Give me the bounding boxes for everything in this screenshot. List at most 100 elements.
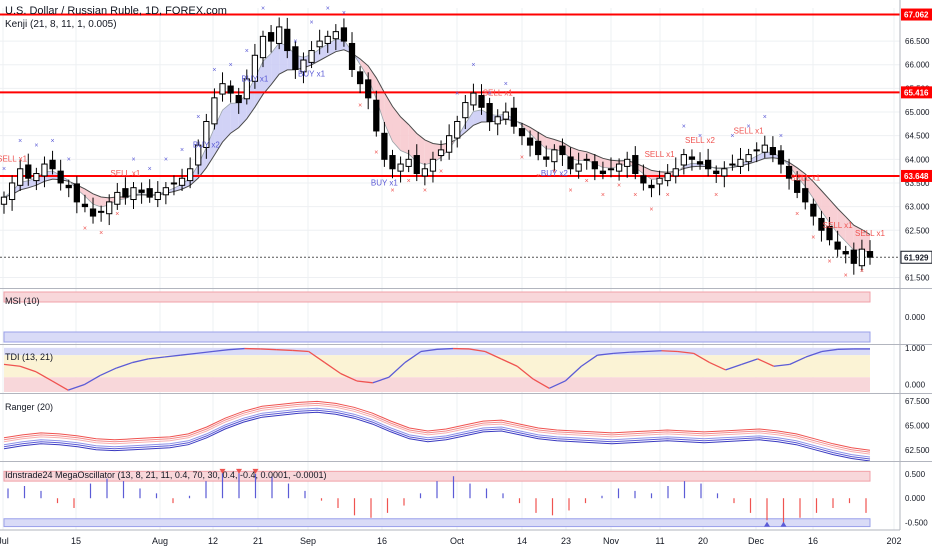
signal-label: SELL x1 — [0, 155, 28, 164]
x-mark: × — [180, 147, 184, 154]
candle-body — [277, 27, 282, 44]
candle-body — [665, 174, 670, 181]
candle-body — [697, 162, 702, 164]
x-mark: × — [552, 169, 556, 176]
x-tick-label: 11 — [655, 536, 664, 546]
x-mark: × — [407, 178, 411, 185]
ranger-pane[interactable]: Ranger (20) — [4, 401, 870, 461]
mega-oscillator-pane[interactable]: Idnstrade24 MegaOscillator (13, 8, 21, 1… — [4, 469, 870, 527]
candle-body — [66, 185, 71, 187]
tdi-segment — [437, 349, 453, 350]
candle-body — [778, 151, 783, 164]
candle-body — [82, 204, 87, 206]
candle-body — [859, 249, 864, 266]
x-tick-label: Dec — [748, 536, 765, 546]
candle-body — [228, 86, 233, 93]
tdi-label: TDI (13, 21) — [5, 352, 53, 362]
x-mark: × — [67, 157, 71, 164]
x-mark: × — [2, 166, 6, 173]
grid — [0, 8, 900, 530]
x-mark: × — [730, 133, 734, 140]
candle-body — [430, 159, 435, 171]
x-mark: × — [779, 133, 783, 140]
x-mark: × — [212, 67, 216, 74]
x-mark: × — [342, 10, 346, 17]
x-mark: × — [827, 258, 831, 265]
candle-body — [811, 204, 816, 216]
candle-body — [50, 160, 55, 169]
tdi-segment — [662, 351, 678, 352]
candle-body — [754, 150, 759, 151]
msi-pane[interactable]: MSI (10) — [4, 292, 870, 342]
x-tick-label: 16 — [377, 536, 387, 546]
candle-body — [155, 192, 160, 199]
candle-body — [527, 138, 532, 145]
x-mark: × — [51, 138, 55, 145]
x-mark: × — [115, 211, 119, 218]
candle-body — [689, 157, 694, 159]
x-mark: × — [196, 114, 200, 121]
candle-body — [58, 171, 63, 183]
candle-body — [293, 47, 298, 70]
x-tick-label: 16 — [808, 536, 818, 546]
x-tick-label: Nov — [603, 536, 620, 546]
candle-body — [552, 150, 557, 162]
tdi-segment — [261, 349, 277, 350]
x-mark: × — [229, 62, 233, 69]
signal-label: BUY x2 — [193, 141, 221, 150]
level-tag-label: 65.416 — [904, 88, 929, 97]
x-tick-label: Jul — [0, 536, 9, 546]
x-mark: × — [326, 5, 330, 12]
candle-body — [706, 160, 711, 169]
x-mark: × — [504, 81, 508, 88]
x-tick-label: Aug — [152, 536, 168, 546]
candle-body — [600, 171, 605, 173]
x-mark: × — [245, 48, 249, 55]
x-mark: × — [844, 273, 848, 280]
candle-body — [147, 189, 152, 198]
y-tick-label: 64.500 — [905, 132, 930, 141]
candle-body — [1, 197, 6, 204]
candle-body — [268, 33, 273, 42]
ranger-label: Ranger (20) — [5, 402, 53, 412]
last-price-label: 61.929 — [904, 253, 929, 262]
candle-body — [738, 159, 743, 166]
candle-body — [374, 100, 379, 131]
y-tick-label: 65.000 — [905, 108, 930, 117]
candle-body — [406, 159, 411, 166]
ranger-line — [4, 403, 870, 452]
candle-body — [722, 169, 727, 176]
mega-band-blue — [4, 519, 870, 527]
candle-body — [107, 202, 112, 214]
x-tick-label: 12 — [208, 536, 218, 546]
candle-body — [576, 164, 581, 171]
candle-body — [366, 80, 371, 98]
candle-body — [584, 159, 589, 160]
x-mark: × — [649, 206, 653, 213]
x-mark: × — [698, 133, 702, 140]
y-tick-label: 61.500 — [905, 274, 930, 283]
candle-body — [333, 32, 338, 39]
x-tick-label: 202 — [886, 536, 901, 546]
x-tick-label: 15 — [71, 536, 81, 546]
y-tick-label: 62.500 — [905, 226, 930, 235]
x-mark: × — [860, 268, 864, 275]
candle-body — [633, 156, 638, 174]
x-tick-label: Oct — [450, 536, 465, 546]
candle-body — [843, 252, 848, 254]
candle-body — [9, 183, 14, 200]
candle-body — [398, 164, 403, 171]
tdi-segment — [629, 352, 645, 353]
mega-label: Idnstrade24 MegaOscillator (13, 8, 21, 1… — [5, 470, 327, 480]
candle-body — [495, 117, 500, 124]
x-mark: × — [358, 102, 362, 109]
candle-body — [123, 189, 128, 198]
tdi-pane[interactable]: TDI (13, 21) — [4, 348, 870, 392]
candle-body — [163, 188, 168, 195]
candle-body — [382, 133, 387, 159]
tdi-tick: 1.000 — [905, 344, 926, 353]
candle-body — [762, 145, 767, 152]
ranger-line — [4, 410, 870, 459]
candle-body — [179, 178, 184, 185]
